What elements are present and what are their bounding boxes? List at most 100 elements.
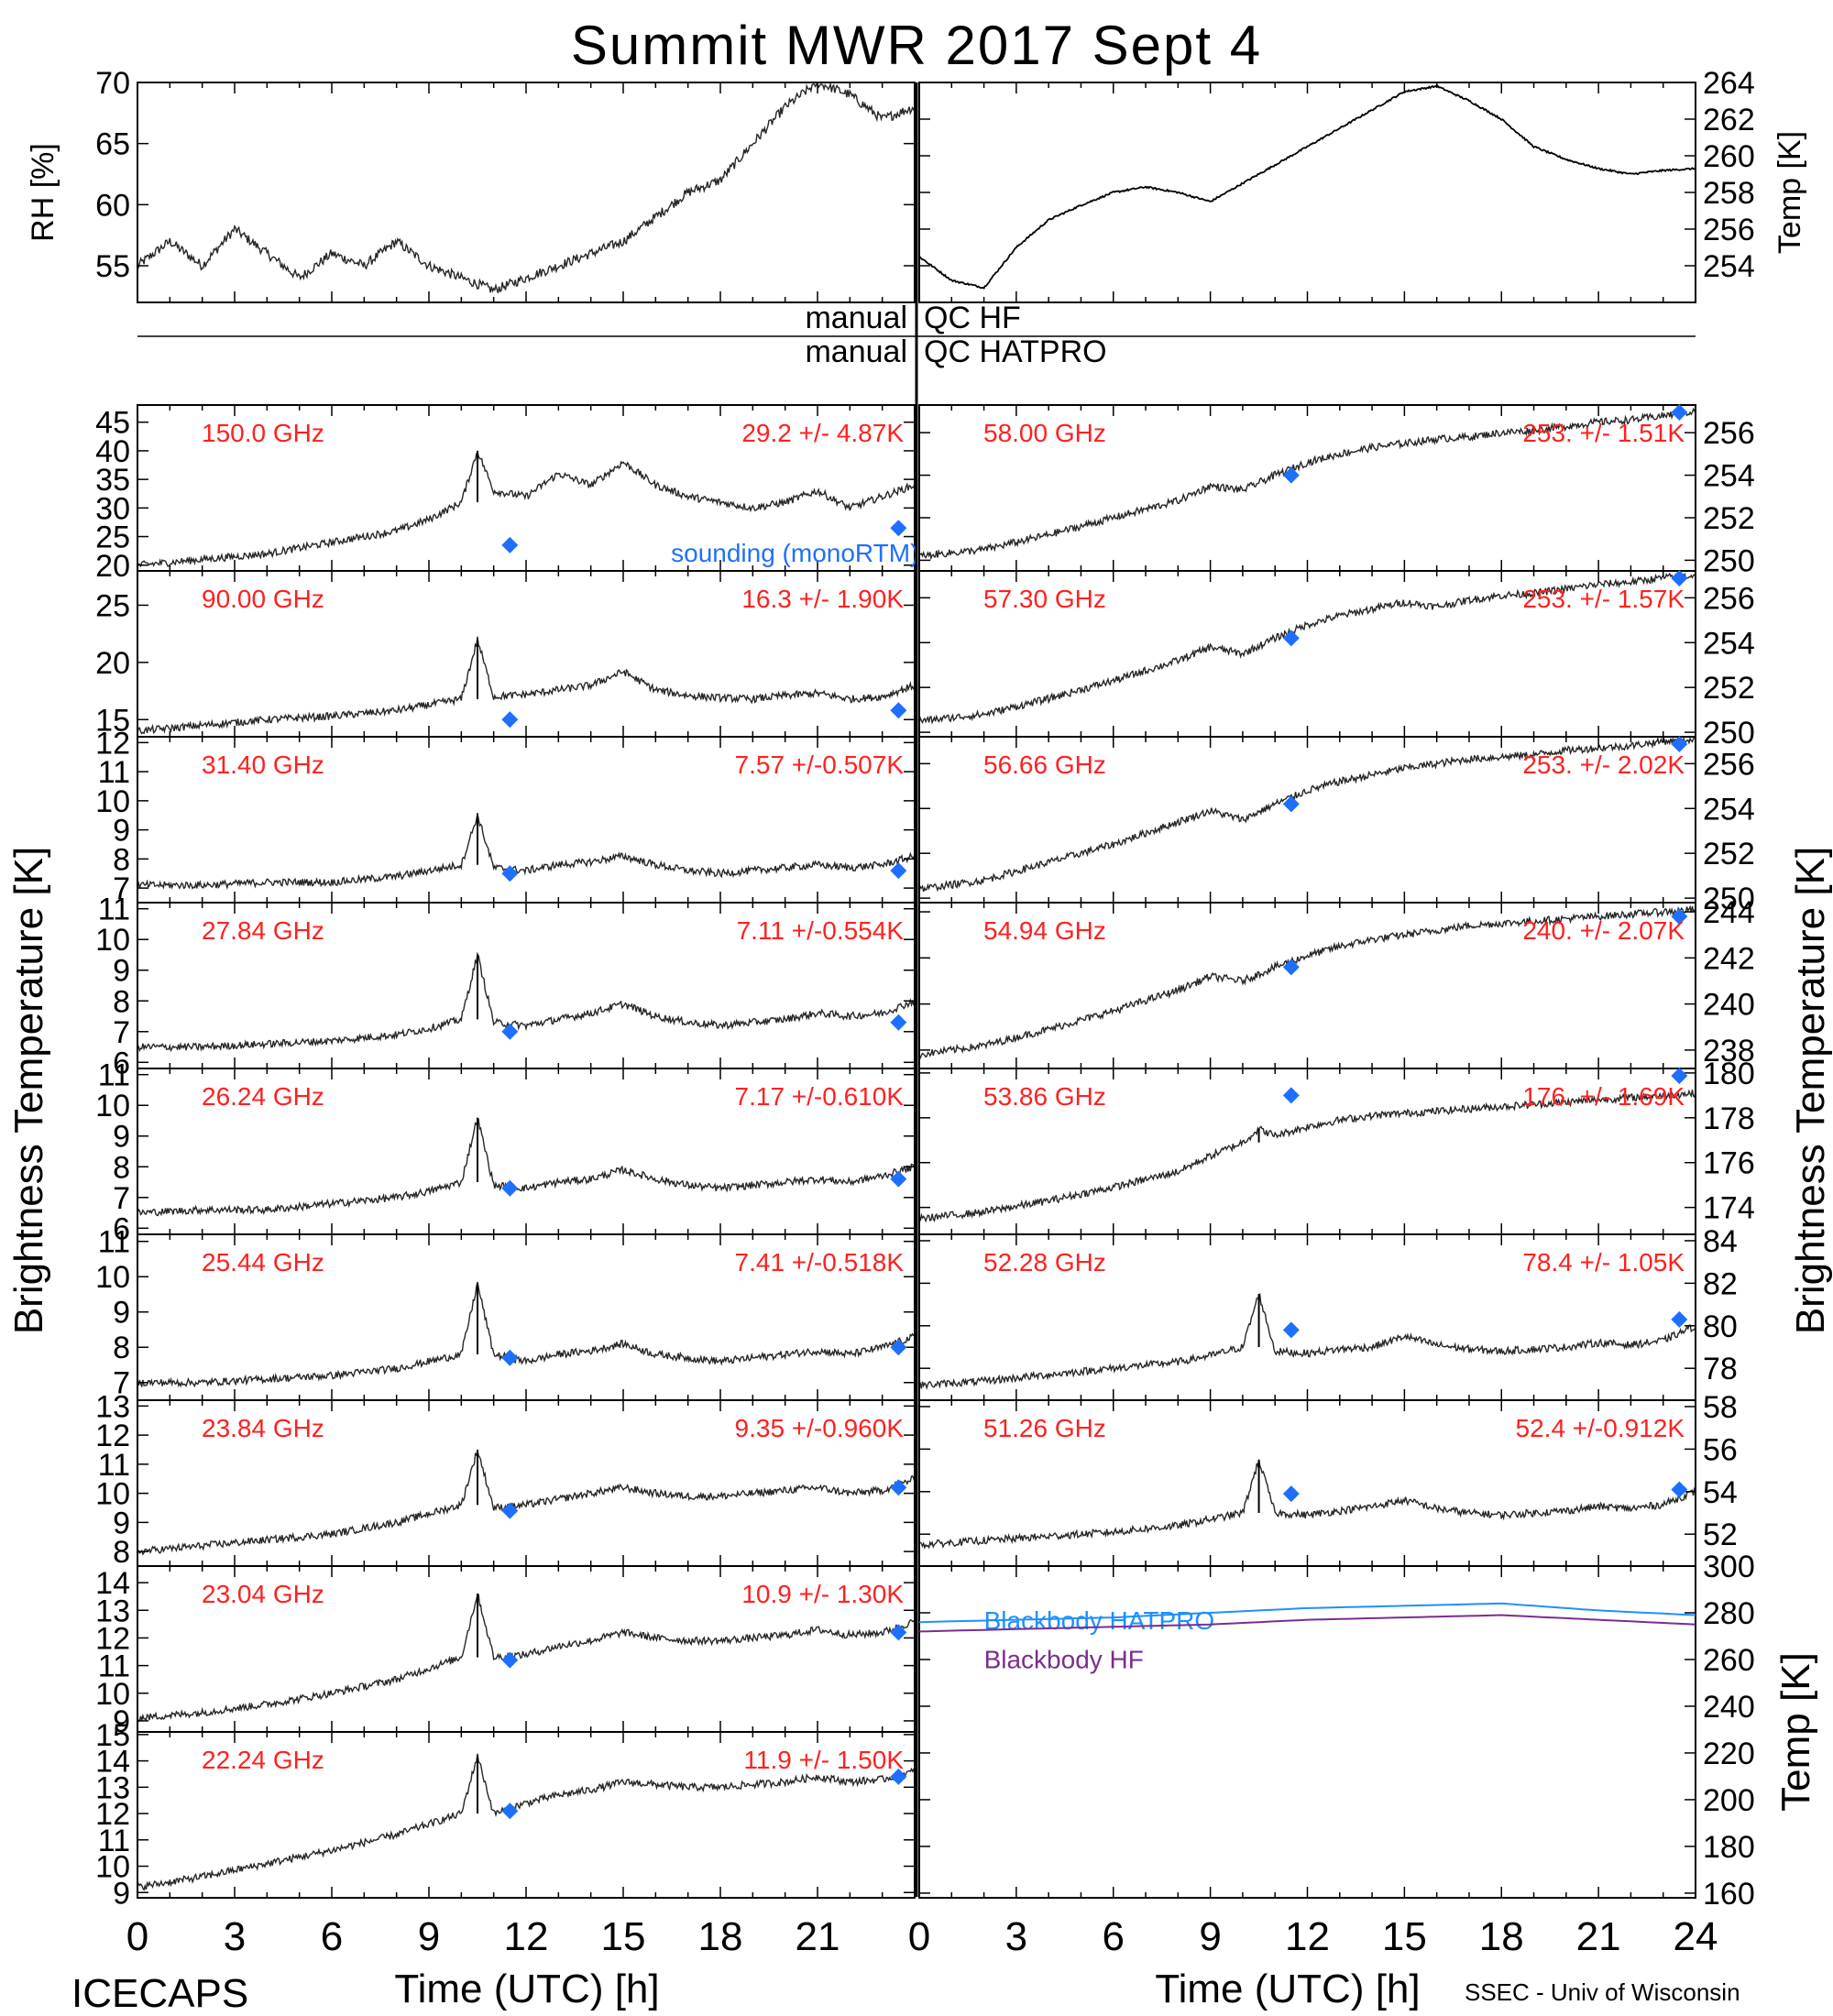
- sounding-marker-1: [1671, 570, 1688, 586]
- y-tick-label: 9: [113, 1296, 130, 1331]
- xlabel-left: Time (UTC) [h]: [394, 1967, 659, 2011]
- sounding-marker-0: [1282, 1321, 1300, 1339]
- x-tick-label-left: 9: [418, 1914, 440, 1959]
- footer-right: SSEC - Univ of Wisconsin: [1465, 1978, 1740, 2006]
- channel-label: 27.84 GHz: [202, 916, 324, 945]
- sounding-marker-1: [1671, 736, 1688, 752]
- y-tick-label: 84: [1703, 1224, 1738, 1259]
- y-tick-label: 176: [1703, 1146, 1755, 1181]
- y-axis-label: RH [%]: [26, 143, 60, 242]
- series-label-0: Blackbody HATPRO: [984, 1606, 1215, 1635]
- y-tick-label: 7: [113, 1366, 130, 1401]
- channel-stat: 16.3 +/- 1.90K: [741, 585, 904, 613]
- y-tick-label: 11: [98, 1649, 130, 1684]
- y-tick-label: 13: [95, 1594, 130, 1628]
- y-tick-label: 254: [1703, 249, 1755, 284]
- panel-frame: [137, 82, 916, 303]
- data-trace: [918, 904, 1696, 1060]
- y-tick-label: 250: [1703, 882, 1755, 916]
- y-tick-label: 256: [1703, 416, 1755, 451]
- y-tick-label: 13: [95, 1389, 130, 1424]
- y-tick-label: 250: [1703, 716, 1755, 751]
- y-tick-label: 262: [1703, 103, 1755, 137]
- sounding-marker-0: [501, 1349, 519, 1366]
- sounding-marker-0: [501, 1502, 519, 1519]
- y-tick-label: 35: [95, 463, 130, 498]
- sounding-marker-1: [1671, 1481, 1688, 1498]
- sounding-marker-0: [1282, 1087, 1300, 1104]
- sounding-marker-1: [890, 1479, 907, 1496]
- y-tick-label: 260: [1703, 139, 1755, 174]
- x-tick-label-right: 18: [1479, 1914, 1524, 1959]
- sounding-marker-0: [501, 711, 519, 729]
- y-tick-label: 254: [1703, 792, 1755, 827]
- x-tick-label-left: 15: [601, 1914, 646, 1959]
- series-line-0: [918, 1602, 1696, 1624]
- channel-label: 26.24 GHz: [202, 1082, 324, 1111]
- series-label-1: Blackbody HF: [984, 1645, 1144, 1673]
- sounding-marker-0: [1282, 795, 1300, 813]
- y-tick-label: 8: [113, 842, 130, 877]
- channel-stat: 7.57 +/-0.507K: [735, 751, 905, 779]
- x-tick-label-right: 24: [1674, 1914, 1718, 1959]
- sounding-marker-1: [1671, 1310, 1688, 1328]
- y-tick-label: 80: [1703, 1309, 1738, 1344]
- sounding-marker-1: [890, 1339, 907, 1356]
- figure-title: Summit MWR 2017 Sept 4: [571, 15, 1262, 76]
- qc-hatpro-left-label: manual: [805, 334, 907, 369]
- y-tick-label: 60: [95, 188, 130, 223]
- y-tick-label: 10: [95, 923, 130, 958]
- y-tick-label: 178: [1703, 1101, 1755, 1136]
- sounding-marker-0: [1282, 466, 1300, 484]
- channel-label: 25.44 GHz: [202, 1248, 324, 1276]
- y-tick-label: 82: [1703, 1266, 1738, 1301]
- channel-stat: 7.41 +/-0.518K: [735, 1248, 905, 1276]
- x-tick-label-right: 3: [1005, 1914, 1027, 1959]
- channel-stat: 253. +/- 1.51K: [1522, 419, 1685, 447]
- sounding-marker-0: [501, 1179, 519, 1197]
- data-trace: [918, 736, 1696, 893]
- sounding-marker-1: [1671, 908, 1688, 926]
- qc-hf-right-label: QC HF: [924, 301, 1021, 335]
- channel-stat: 7.11 +/-0.554K: [737, 916, 905, 945]
- x-tick-label-right: 15: [1382, 1914, 1427, 1959]
- y-tick-label: 40: [95, 434, 130, 469]
- x-tick-label-left: 3: [224, 1914, 246, 1959]
- sounding-marker-0: [1282, 1485, 1300, 1503]
- y-tick-label: 78: [1703, 1352, 1738, 1386]
- qc-hf-left-label: manual: [805, 301, 907, 335]
- channel-label: 58.00 GHz: [983, 419, 1106, 447]
- sounding-label: sounding (monoRTM): [671, 539, 918, 567]
- sounding-marker-0: [1282, 959, 1300, 976]
- y-tick-label: 7: [113, 1015, 130, 1050]
- channel-label: 150.0 GHz: [202, 419, 324, 447]
- x-tick-label-left: 0: [126, 1914, 148, 1959]
- channel-label: 23.84 GHz: [202, 1414, 324, 1442]
- channel-label: 57.30 GHz: [983, 585, 1106, 613]
- y-tick-label: 55: [95, 249, 130, 284]
- data-trace: [918, 571, 1696, 725]
- data-trace: [137, 450, 916, 568]
- channel-stat: 78.4 +/- 1.05K: [1522, 1248, 1685, 1276]
- y-tick-label: 200: [1703, 1783, 1755, 1818]
- y-tick-label: 244: [1703, 895, 1755, 930]
- y-tick-label: 240: [1703, 988, 1755, 1023]
- y-tick-label: 9: [113, 954, 130, 989]
- data-trace: [137, 1593, 916, 1723]
- channel-stat: 253. +/- 1.57K: [1522, 585, 1685, 613]
- sounding-marker-1: [890, 1170, 907, 1188]
- y-tick-label: 25: [95, 588, 130, 623]
- sounding-marker-1: [1671, 404, 1688, 421]
- channel-stat: 52.4 +/-0.912K: [1516, 1414, 1685, 1442]
- footer-left: ICECAPS: [71, 1971, 248, 2016]
- y-tick-label: 242: [1703, 941, 1755, 976]
- data-trace: [918, 1089, 1696, 1223]
- y-tick-label: 220: [1703, 1737, 1755, 1771]
- channel-label: 31.40 GHz: [202, 751, 324, 779]
- y-tick-label: 250: [1703, 543, 1755, 578]
